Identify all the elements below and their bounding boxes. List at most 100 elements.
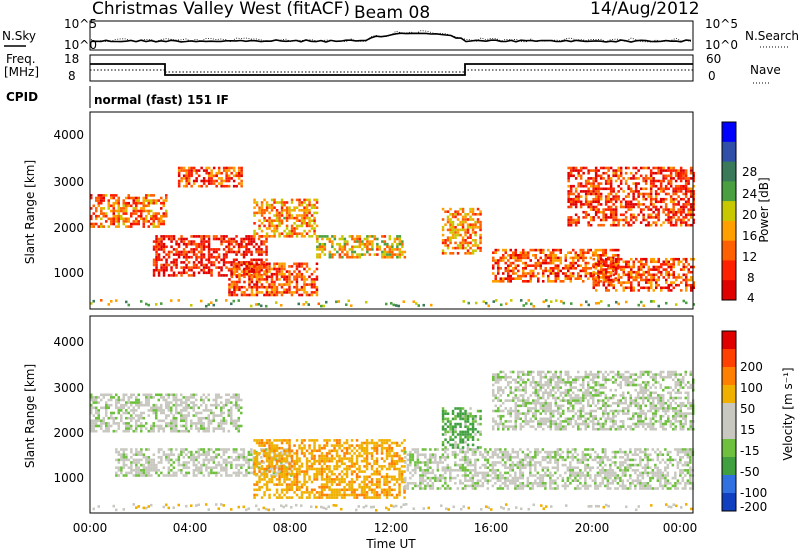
heatmap-cell <box>165 194 168 197</box>
heatmap-cell <box>212 398 215 402</box>
heatmap-cell <box>142 201 145 205</box>
heatmap-cell <box>579 195 583 198</box>
heatmap-cell <box>350 444 354 447</box>
heatmap-cell <box>572 169 575 172</box>
heatmap-cell <box>358 452 361 455</box>
heatmap-cell <box>308 475 311 479</box>
heatmap-cell <box>167 250 171 254</box>
heatmap-cell <box>295 232 299 235</box>
heatmap-cell <box>690 289 693 292</box>
heatmap-cell <box>509 248 512 252</box>
heatmap-cell <box>192 242 196 246</box>
heatmap-cell <box>654 216 658 219</box>
heatmap-cell <box>152 217 155 221</box>
heatmap-cell <box>278 262 281 266</box>
heatmap-cell <box>577 254 580 257</box>
heatmap-cell <box>552 272 555 275</box>
heatmap-cell <box>574 254 577 257</box>
heatmap-cell <box>227 456 231 459</box>
heatmap-cell <box>240 245 243 249</box>
heatmap-cell <box>401 245 404 249</box>
heatmap-cell <box>298 198 301 202</box>
heatmap-cell <box>202 177 206 180</box>
heatmap-cell <box>617 166 620 170</box>
heatmap-cell <box>90 194 93 197</box>
heatmap-cell <box>192 469 196 472</box>
heatmap-cell <box>368 475 371 479</box>
heatmap-cell <box>589 184 593 188</box>
heatmap-cell <box>414 466 417 469</box>
heatmap-cell <box>268 227 271 230</box>
heatmap-cell <box>132 199 135 202</box>
heatmap-cell <box>679 218 683 222</box>
heatmap-cell <box>283 267 286 271</box>
heatmap-cell <box>172 471 176 475</box>
heatmap-cell <box>137 461 141 464</box>
heatmap-cell <box>617 254 620 257</box>
heatmap-cell <box>170 393 173 397</box>
heatmap-cell <box>135 396 138 399</box>
heatmap-cell <box>263 475 266 479</box>
heatmap-cell <box>268 457 271 460</box>
heatmap-cell <box>210 471 213 475</box>
heatmap-cell <box>456 231 460 234</box>
heatmap-cell <box>640 257 643 261</box>
heatmap-cell <box>524 261 527 265</box>
heatmap-cell <box>390 478 394 481</box>
heatmap-cell <box>645 278 648 282</box>
heatmap-cell <box>682 205 685 209</box>
heatmap-cell <box>265 262 269 266</box>
heatmap-cell <box>370 452 374 455</box>
heatmap-cell <box>677 187 680 191</box>
heatmap-cell <box>459 244 462 247</box>
heatmap-cell <box>185 474 188 477</box>
heatmap-cell <box>285 280 289 284</box>
heatmap-cell <box>137 419 140 423</box>
heatmap-cell <box>607 289 610 292</box>
heatmap-cell <box>190 427 193 430</box>
heatmap-cell <box>365 446 369 450</box>
heatmap-cell <box>318 467 321 471</box>
heatmap-cell <box>180 253 183 256</box>
heatmap-cell <box>200 258 203 262</box>
heatmap-cell <box>210 268 213 272</box>
heatmap-cell <box>639 210 643 214</box>
heatmap-cell <box>105 220 108 223</box>
heatmap-cell <box>356 255 359 259</box>
heatmap-cell <box>273 483 276 486</box>
heatmap-cell <box>692 174 695 178</box>
heatmap-cell <box>102 416 105 420</box>
heatmap-cell <box>320 478 324 481</box>
heatmap-cell <box>411 469 415 472</box>
heatmap-cell <box>238 288 241 292</box>
heatmap-cell <box>258 444 261 447</box>
heatmap-cell <box>684 200 688 204</box>
heatmap-cell <box>609 177 613 180</box>
heatmap-cell <box>167 401 170 404</box>
heatmap-cell <box>652 184 655 188</box>
heatmap-cell <box>288 278 291 281</box>
heatmap-cell <box>313 467 316 471</box>
heatmap-cell <box>175 471 178 475</box>
heatmap-cell <box>285 283 289 286</box>
heatmap-cell <box>582 248 585 252</box>
heatmap-cell <box>152 427 155 430</box>
heatmap-cell <box>383 465 386 468</box>
heatmap-cell <box>300 462 304 466</box>
heatmap-cell <box>632 270 635 274</box>
heatmap-cell <box>160 266 163 269</box>
heatmap-cell <box>682 263 685 266</box>
heatmap-cell <box>275 267 279 271</box>
heatmap-cell <box>247 453 251 456</box>
heatmap-cell <box>190 171 193 175</box>
heatmap-cell <box>235 267 239 271</box>
heatmap-cell <box>557 269 560 273</box>
heatmap-cell <box>300 452 304 455</box>
heatmap-cell <box>150 222 153 226</box>
heatmap-cell <box>669 179 673 183</box>
heatmap-cell <box>383 475 386 479</box>
heatmap-cell <box>318 485 321 489</box>
heatmap-cell <box>370 491 374 494</box>
heatmap-cell <box>315 198 319 202</box>
heatmap-cell <box>278 465 281 468</box>
